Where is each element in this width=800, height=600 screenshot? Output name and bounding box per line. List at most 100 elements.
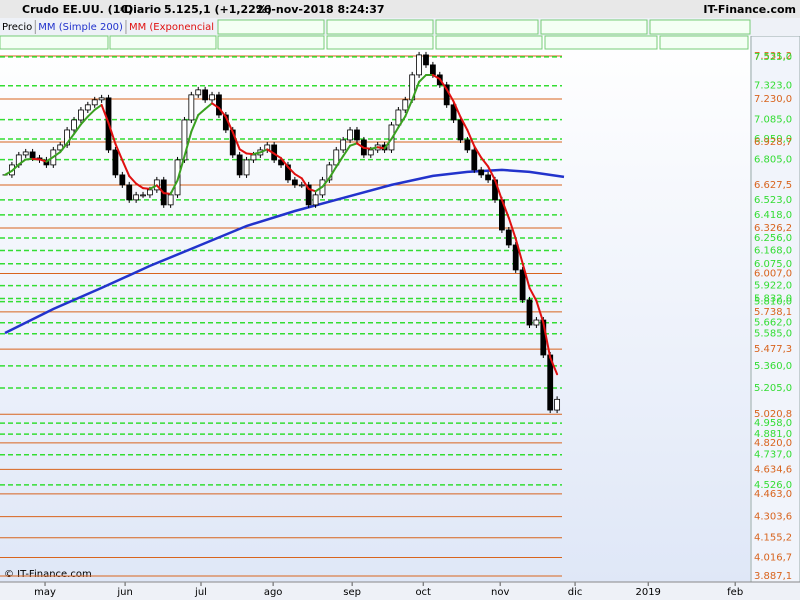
indicator-box — [649, 19, 751, 35]
ema-segment — [66, 132, 76, 145]
ema-segment — [204, 102, 214, 110]
y-tick-label: 7.531,2 — [754, 51, 792, 62]
candle — [485, 174, 491, 181]
x-tick-label: jun — [116, 587, 132, 598]
candle — [112, 149, 119, 176]
ema-segment — [59, 142, 69, 154]
ema-segment — [217, 106, 227, 118]
candle — [333, 149, 340, 166]
ema-segment — [4, 169, 13, 176]
candle — [298, 184, 305, 187]
ema-segment — [162, 192, 172, 195]
y-tick-label: 5.738,1 — [754, 307, 792, 318]
indicator-box — [326, 19, 434, 35]
y-tick-label: 4.155,2 — [754, 533, 792, 544]
candle — [119, 174, 126, 186]
ema-segment — [335, 155, 345, 168]
ema-segment — [17, 158, 27, 166]
candle — [457, 119, 464, 141]
legend-entry: MM (Simple 200) — [38, 22, 123, 33]
ema-segment — [211, 102, 220, 109]
candle — [243, 159, 250, 176]
indicator-box — [217, 19, 325, 35]
y-tick-label: 5.477,3 — [754, 344, 792, 355]
ema-segment — [148, 184, 158, 190]
candle — [429, 64, 436, 76]
ema-segment — [500, 198, 510, 219]
ema-segment — [155, 184, 165, 195]
plot-area — [0, 36, 750, 582]
ema-segment — [135, 182, 145, 190]
ema-segment — [321, 177, 331, 188]
ema-segment — [79, 115, 89, 126]
candle — [423, 54, 429, 66]
ema-segment — [542, 321, 552, 359]
ema-segment — [52, 151, 62, 158]
ema-segment — [197, 107, 207, 116]
legend: Precio MM (Simple 200) MM (Exponencial 8) — [2, 20, 228, 34]
candle — [98, 97, 105, 101]
timestamp: 26-nov-2018 8:24:37 — [256, 3, 385, 16]
x-tick-label: feb — [727, 587, 743, 598]
ema-segment — [286, 165, 296, 176]
y-tick-label: 5.020,8 — [754, 409, 792, 420]
candle — [216, 94, 222, 116]
indicator-box — [435, 35, 543, 50]
x-tick-label: may — [34, 587, 56, 598]
y-tick-label: 7.525,0 — [754, 52, 792, 63]
candle — [291, 179, 298, 186]
ema-segment — [349, 142, 358, 147]
ema-segment — [493, 178, 503, 201]
y-tick-label: 4.737,0 — [754, 450, 792, 461]
x-tick-label: 2019 — [635, 587, 660, 598]
period: Diario — [124, 3, 162, 16]
ema-segment — [307, 187, 317, 193]
ema-segment — [142, 187, 151, 190]
y-tick-label: 6.168,0 — [754, 246, 792, 257]
ema-segment — [466, 129, 476, 148]
ema-segment — [93, 103, 103, 111]
ema-segment — [314, 185, 324, 193]
candle — [402, 99, 409, 111]
candle — [533, 319, 540, 326]
y-tick-label: 3.887,1 — [754, 571, 792, 582]
ema-segment — [445, 88, 455, 103]
y-tick-label: 4.303,6 — [754, 512, 792, 523]
candle — [22, 151, 29, 156]
y-tick-label: 6.805,0 — [754, 155, 792, 166]
candle — [91, 99, 98, 106]
indicator-boxes — [0, 19, 751, 50]
y-tick-label: 6.007,0 — [754, 269, 792, 280]
y-tick-label: 4.958,0 — [754, 418, 792, 429]
candle — [395, 109, 402, 126]
candle — [181, 119, 188, 161]
ema-segment — [369, 146, 379, 150]
ema-segment — [383, 137, 393, 150]
y-tick-label: 5.585,0 — [754, 329, 792, 340]
indicator-box — [0, 35, 109, 50]
candle — [188, 94, 195, 121]
candle — [478, 169, 485, 176]
ema-segment — [507, 216, 517, 240]
indicator-box — [544, 35, 658, 50]
ema-segment — [521, 262, 531, 289]
y-tick-label: 6.418,0 — [754, 210, 792, 221]
candle — [519, 269, 526, 301]
ema-segment — [121, 159, 131, 178]
ema-segment — [431, 74, 441, 81]
ema-segment — [252, 151, 262, 156]
ema-segment — [259, 148, 269, 154]
ema-segment — [176, 155, 186, 182]
candle — [133, 194, 140, 201]
indicator-box — [659, 35, 749, 50]
y-tick-label: 6.075,0 — [754, 259, 792, 270]
y-tick-label: 6.256,0 — [754, 233, 792, 244]
candle — [367, 149, 374, 156]
instrument: Crudo EE.UU. (1€) — [22, 3, 133, 16]
ema-segment — [514, 237, 524, 265]
ema-segment — [480, 156, 490, 168]
ema-segment — [73, 123, 82, 135]
candle — [354, 129, 360, 141]
ema-segment — [238, 148, 248, 155]
